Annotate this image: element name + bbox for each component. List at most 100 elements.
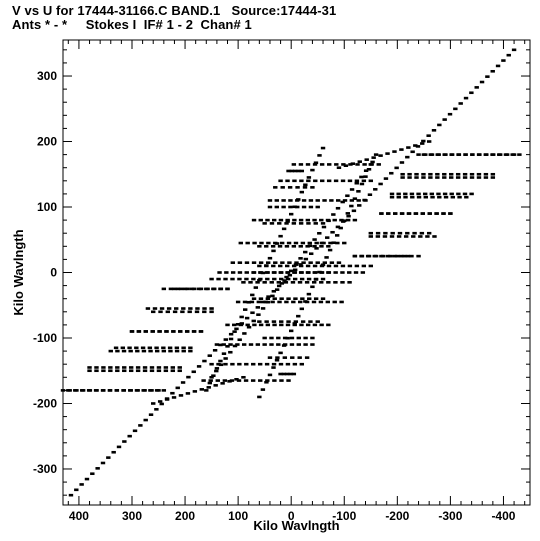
uv-point [297, 281, 303, 284]
uv-point [228, 337, 234, 341]
uv-point [430, 195, 435, 199]
uv-point [498, 153, 503, 156]
uv-point [291, 264, 297, 268]
uv-point [299, 323, 304, 327]
uv-point [180, 381, 186, 384]
uv-point [300, 297, 305, 300]
uv-point [241, 375, 246, 379]
uv-point [140, 346, 146, 350]
y-tick-label: 0 [50, 266, 57, 280]
uv-point [303, 343, 308, 346]
uv-point [308, 261, 313, 264]
uv-point [470, 153, 475, 156]
uv-point [320, 263, 326, 267]
uv-point [192, 287, 197, 291]
uv-point [128, 349, 133, 353]
uv-point [389, 195, 395, 199]
uv-point [95, 467, 100, 470]
uv-point [416, 195, 422, 199]
uv-point [115, 369, 120, 373]
uv-point [506, 53, 511, 57]
uv-point [366, 167, 372, 171]
uv-point [277, 245, 283, 248]
uv-point [319, 281, 324, 284]
uv-point [272, 379, 277, 382]
uv-point [395, 254, 400, 258]
uv-point [299, 307, 305, 311]
uv-point [285, 179, 290, 183]
uv-point [66, 389, 71, 392]
uv-point [164, 398, 170, 401]
uv-point [363, 175, 368, 178]
uv-point [204, 389, 209, 392]
uv-point [436, 192, 441, 196]
uv-point [442, 118, 447, 121]
uv-point [250, 293, 255, 297]
uv-point [281, 227, 287, 231]
uv-point [335, 225, 341, 229]
uv-point [286, 320, 291, 323]
uv-point [400, 172, 405, 176]
uv-point [281, 372, 287, 376]
uv-point [293, 320, 299, 323]
uv-point [278, 179, 283, 183]
uv-point [273, 186, 278, 189]
uv-point [442, 153, 447, 156]
uv-point [421, 153, 427, 156]
uv-point [209, 277, 214, 281]
uv-point [285, 218, 290, 222]
uv-point [227, 380, 232, 383]
uv-point [299, 190, 305, 194]
uv-point [177, 366, 182, 369]
uv-point [237, 261, 243, 264]
uv-point [238, 323, 244, 327]
uv-point [108, 369, 113, 373]
uv-point [73, 389, 78, 392]
uv-point [370, 160, 375, 164]
uv-point [258, 218, 263, 222]
uv-point [168, 349, 173, 353]
uv-point [298, 300, 303, 304]
uv-point [251, 277, 256, 281]
uv-point [135, 366, 141, 369]
uv-point [282, 356, 288, 359]
uv-point [281, 344, 287, 347]
uv-point [357, 160, 362, 163]
uv-point [138, 424, 143, 427]
x-axis-title: Kilo Wavlngth [253, 518, 339, 533]
uv-point [340, 281, 345, 284]
uv-point [100, 461, 106, 465]
uv-point [441, 212, 446, 215]
uv-point [242, 332, 247, 335]
uv-point [312, 238, 317, 241]
uv-point [150, 330, 155, 333]
uv-point [399, 254, 404, 258]
uv-point [262, 343, 267, 346]
uv-point [347, 271, 352, 274]
uv-point [407, 172, 412, 176]
uv-point [262, 281, 267, 284]
uv-point [107, 389, 113, 392]
uv-point [255, 281, 260, 284]
uv-point [334, 234, 340, 237]
uv-point [327, 163, 332, 166]
uv-point [278, 372, 283, 376]
uv-point [336, 261, 342, 264]
uv-point [296, 169, 301, 173]
uv-point [276, 336, 281, 340]
uv-point [405, 254, 411, 258]
uv-point [306, 179, 311, 183]
uv-point [403, 195, 408, 199]
uv-points [60, 48, 522, 497]
uv-point [293, 241, 299, 245]
uv-point [282, 279, 287, 282]
uv-point [286, 297, 291, 300]
uv-point [420, 212, 426, 215]
uv-point [246, 300, 251, 304]
uv-point [449, 153, 454, 156]
uv-point [416, 153, 421, 156]
uv-point [313, 222, 318, 225]
uv-point [279, 282, 285, 285]
uv-point [355, 163, 360, 166]
uv-point [287, 261, 292, 264]
